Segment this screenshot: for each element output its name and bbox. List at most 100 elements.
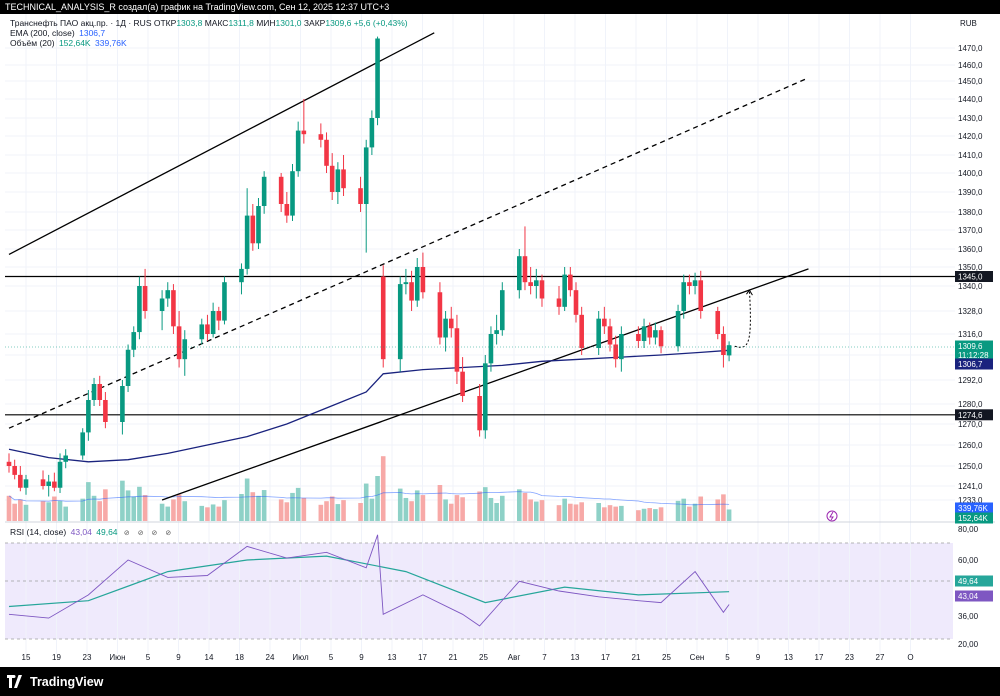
candle-body xyxy=(482,363,488,431)
volume-bar xyxy=(261,490,267,521)
time-tick-label: 9 xyxy=(359,653,364,662)
time-tick-label: 25 xyxy=(662,653,671,662)
time-tick-label: 15 xyxy=(22,653,31,662)
volume-bar xyxy=(602,507,607,521)
volume-ma-line xyxy=(8,491,730,506)
volume-bar xyxy=(12,503,17,521)
candle-body xyxy=(199,324,205,340)
projection-arrow[interactable] xyxy=(734,289,753,348)
volume-bar xyxy=(80,498,86,521)
legend-rsi[interactable]: RSI (14, close) 43,04 49,64 ⊘ ⊘ ⊘ ⊘ xyxy=(10,527,174,537)
volume-bar xyxy=(290,492,295,521)
volume-bar xyxy=(653,509,658,521)
rsi-value-1: 43,04 xyxy=(70,527,92,537)
volume-bar xyxy=(40,501,46,521)
price-tick-label: 1370,0 xyxy=(958,226,983,235)
tag-ema-text: 1306,7 xyxy=(958,360,983,369)
price-tick-label: 1241,0 xyxy=(958,482,983,491)
candle-body xyxy=(318,134,324,140)
candle-body xyxy=(477,396,482,431)
time-axis[interactable]: 15 19 23 Июн 5 9 14 18 24 Июл 5 9 13 17 21 25 Авг 7 13 17 21… xyxy=(22,653,914,662)
candle-body xyxy=(256,206,261,244)
volume-bar xyxy=(499,495,505,521)
candle-body xyxy=(375,38,380,118)
publish-header: TECHNICAL_ANALYSIS_R создал(а) график на… xyxy=(0,0,1000,14)
candle-body xyxy=(726,345,732,356)
candle-body xyxy=(409,282,414,301)
price-tick-label: 1420,0 xyxy=(958,132,983,141)
volume-bar xyxy=(619,505,624,521)
volume-bar xyxy=(222,500,227,521)
volume-bar xyxy=(23,504,29,521)
volume-bar xyxy=(556,505,562,521)
candle-body xyxy=(619,334,624,360)
visibility-icons[interactable]: ⊘ ⊘ ⊘ ⊘ xyxy=(123,530,175,537)
candle-body xyxy=(658,330,664,347)
volume-bar xyxy=(420,495,426,521)
candle-body xyxy=(165,290,171,299)
candle-body xyxy=(6,461,12,466)
volume-bar xyxy=(120,480,125,521)
candle-body xyxy=(239,268,244,283)
price-tick-label: 1316,0 xyxy=(958,330,983,339)
candle-body xyxy=(715,311,721,334)
time-tick-label: 13 xyxy=(784,653,793,662)
candle-body xyxy=(528,282,533,286)
legend-ema[interactable]: EMA (200, close) 1306,7 xyxy=(10,28,105,38)
tag-volume-ma-bg xyxy=(955,502,993,514)
candle-body xyxy=(329,165,335,192)
tag-level-low-text: 1274,6 xyxy=(958,411,983,420)
volume-bar xyxy=(341,500,346,521)
candle-body xyxy=(250,215,256,244)
price-tick-label: 1270,0 xyxy=(958,420,983,429)
volume-bar xyxy=(52,496,57,521)
ohlc-high-value: 1311,8 xyxy=(228,18,254,28)
candle-body xyxy=(23,479,29,488)
volume-bar xyxy=(91,495,97,521)
price-tick-label: 1460,0 xyxy=(958,61,983,70)
candle-body xyxy=(40,479,46,486)
ohlc-low-label: МИН xyxy=(256,18,276,28)
volume-bar xyxy=(125,490,131,521)
ohlc-open-label: ОТКР xyxy=(153,18,177,28)
candle-body xyxy=(687,282,692,286)
candle-body xyxy=(675,311,681,347)
volume-bar xyxy=(239,494,244,521)
tradingview-logo[interactable]: TradingView xyxy=(6,673,103,691)
candle-body xyxy=(363,147,369,204)
candle-body xyxy=(341,169,346,189)
currency-label: RUB xyxy=(960,19,977,28)
volume-bar xyxy=(250,492,256,521)
chart[interactable]: RUB 1470,0 1460,0 1450,0 1440,0 1430,0 1420,0 1… xyxy=(0,14,1000,667)
trendline xyxy=(8,77,809,429)
volume-bar xyxy=(562,498,567,521)
price-axis[interactable]: RUB 1470,0 1460,0 1450,0 1440,0 1430,0 1420,0 1… xyxy=(958,19,983,649)
price-tick-label: 1350,0 xyxy=(958,263,983,272)
candle-body xyxy=(358,188,363,204)
time-tick-label: 23 xyxy=(845,653,854,662)
volume-bar xyxy=(182,501,188,521)
candle-body xyxy=(397,284,403,360)
volume-bar xyxy=(335,504,341,521)
volume-bar xyxy=(244,478,250,521)
time-tick-label: 5 xyxy=(329,653,334,662)
symbol-label: Транснефть ПАО акц.пр. · 1Д · RUS xyxy=(10,18,152,28)
candle-body xyxy=(454,328,460,372)
volume-bar xyxy=(517,489,522,521)
volume-bar xyxy=(18,499,23,521)
ema-value: 1306,7 xyxy=(79,28,106,38)
time-tick-label: 23 xyxy=(83,653,92,662)
candle-body xyxy=(103,400,108,422)
volume-bar xyxy=(726,509,732,521)
candle-body xyxy=(86,400,91,433)
price-tick-label: 1280,0 xyxy=(958,400,983,409)
candle-body xyxy=(222,282,227,321)
volume-bar xyxy=(324,501,329,521)
volume-bar xyxy=(278,499,284,521)
legend-volume[interactable]: Объём (20) 152,64K 339,76K xyxy=(10,38,127,48)
tag-level-high: 1345,0 xyxy=(955,271,993,282)
price-tick-label: 1430,0 xyxy=(958,114,983,123)
volume-bar xyxy=(658,507,664,521)
candle-body xyxy=(142,286,148,311)
volume-bar xyxy=(159,503,165,521)
